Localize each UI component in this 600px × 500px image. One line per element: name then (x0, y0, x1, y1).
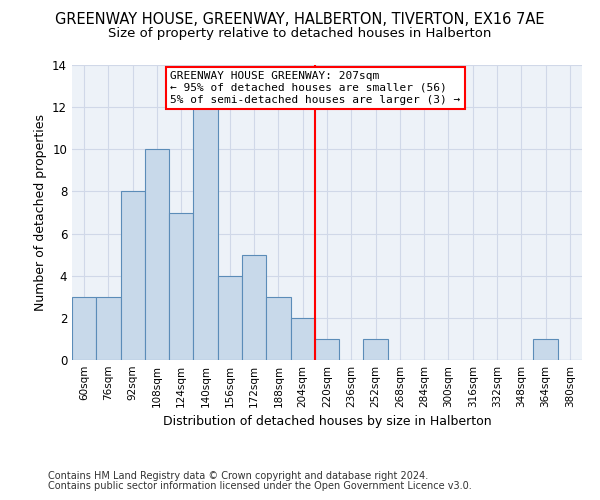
Bar (169, 212, 193, 360)
Text: GREENWAY HOUSE GREENWAY: 207sqm
← 95% of detached houses are smaller (56)
5% of : GREENWAY HOUSE GREENWAY: 207sqm ← 95% of… (170, 72, 461, 104)
Bar (193, 107, 218, 360)
Bar (533, 339, 558, 360)
Text: Contains public sector information licensed under the Open Government Licence v3: Contains public sector information licen… (48, 481, 472, 491)
Bar (364, 339, 388, 360)
Y-axis label: Number of detached properties: Number of detached properties (34, 114, 47, 311)
Bar (242, 254, 266, 360)
Bar (266, 297, 290, 360)
Text: Contains HM Land Registry data © Crown copyright and database right 2024.: Contains HM Land Registry data © Crown c… (48, 471, 428, 481)
X-axis label: Distribution of detached houses by size in Halberton: Distribution of detached houses by size … (163, 416, 491, 428)
Bar (315, 339, 339, 360)
Text: Size of property relative to detached houses in Halberton: Size of property relative to detached ho… (109, 28, 491, 40)
Bar (72, 297, 96, 360)
Text: GREENWAY HOUSE, GREENWAY, HALBERTON, TIVERTON, EX16 7AE: GREENWAY HOUSE, GREENWAY, HALBERTON, TIV… (55, 12, 545, 28)
Bar (290, 318, 315, 360)
Bar (218, 276, 242, 360)
Bar (96, 297, 121, 360)
Bar (145, 150, 169, 360)
Bar (121, 192, 145, 360)
